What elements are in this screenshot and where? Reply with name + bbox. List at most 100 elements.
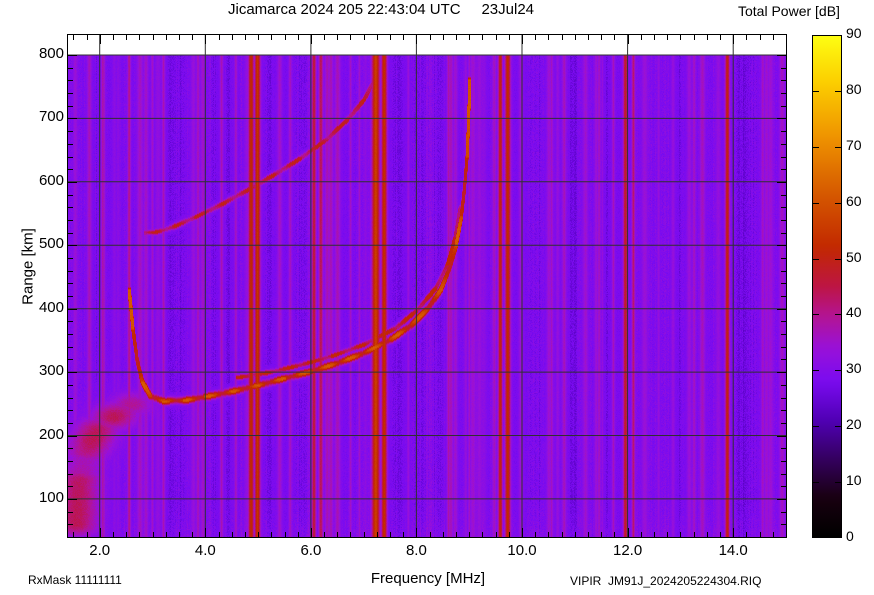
x-tick-minor [482,532,484,538]
x-tick-label: 12.0 [612,542,643,559]
colorbar-tick [835,258,842,260]
x-axis-title: Frequency [MHz] [370,570,486,587]
x-tick-minor [73,532,75,538]
colorbar-tick [812,482,819,484]
x-tick-minor-top [218,34,220,40]
x-tick-minor [297,532,299,538]
x-tick-minor-top [376,34,378,40]
y-tick-minor-right [781,257,787,259]
y-tick-minor [67,359,73,361]
y-tick-minor-right [781,270,787,272]
x-tick-minor [86,532,88,538]
y-tick-minor-right [781,537,787,538]
colorbar-tick-label: 90 [846,25,862,41]
y-tick-major [67,308,77,310]
colorbar-tick-label: 30 [846,360,862,377]
y-tick-major-right [777,372,787,374]
x-tick-minor [192,532,194,538]
y-tick-minor [67,321,73,323]
x-tick-minor-top [86,34,88,40]
x-tick-major-top [522,34,523,44]
x-tick-minor [271,532,273,538]
y-tick-major [67,372,77,374]
x-tick-minor-top [759,34,761,40]
x-tick-minor [601,532,603,538]
x-tick-minor-top [178,34,180,40]
x-tick-major-top [627,34,629,44]
x-tick-minor [350,532,352,538]
y-tick-major-right [777,118,787,120]
ionogram-heatmap [68,55,786,537]
y-tick-minor [67,207,73,209]
x-tick-major [627,528,629,538]
y-tick-minor [67,473,73,475]
x-tick-major [205,528,207,538]
x-tick-minor-top [456,34,457,40]
y-tick-label: 500 [38,235,64,253]
x-tick-label: 8.0 [405,542,427,559]
y-tick-minor-right [781,67,787,69]
x-tick-minor [442,532,444,538]
y-tick-minor [67,156,73,158]
y-tick-minor [67,334,73,336]
x-tick-minor-top [588,34,589,40]
x-tick-major [733,528,735,538]
colorbar-tick [812,314,819,316]
x-tick-minor [548,532,550,538]
x-tick-minor-top [508,34,510,40]
x-tick-minor-top [654,34,655,40]
colorbar-tick [812,146,819,148]
y-tick-label: 800 [38,45,64,62]
x-tick-minor [772,532,774,538]
x-tick-minor [561,532,563,538]
y-tick-minor [67,131,73,133]
x-tick-minor [508,532,510,538]
x-tick-minor [495,532,497,538]
colorbar-tick [812,90,819,92]
x-tick-minor-top [152,34,154,40]
x-tick-minor-top [165,34,167,40]
y-tick-major-right [777,55,787,56]
y-tick-major [67,245,77,247]
y-tick-minor [67,257,73,259]
x-tick-minor [258,532,260,538]
colorbar-tick-label: 20 [846,416,862,433]
y-tick-minor [67,448,73,450]
file-info-label: VIPIR JM91J_2024205224304.RIQ [570,574,762,588]
x-tick-minor [693,532,695,538]
y-tick-major-right [777,435,787,437]
y-tick-minor [67,194,73,196]
y-tick-minor-right [781,80,787,82]
x-tick-minor-top [614,34,616,40]
x-tick-minor-top [403,34,405,40]
y-tick-label: 400 [38,298,64,316]
y-axis-title: Range [km] [19,228,37,305]
x-tick-minor-top [337,34,339,40]
y-tick-minor [67,296,73,297]
y-tick-minor-right [781,473,787,475]
x-tick-minor [218,532,220,538]
colorbar-tick [812,202,819,204]
x-tick-minor-top [482,34,484,40]
colorbar-frame [812,35,842,538]
x-tick-minor [759,532,761,538]
y-tick-minor-right [781,524,787,526]
colorbar-tick-label: 80 [846,80,862,97]
x-tick-label: 6.0 [300,542,322,559]
page-title: Jicamarca 2024 205 22:43:04 UTC 23Jul24 [228,1,535,18]
x-tick-minor-top [746,34,748,40]
y-tick-label: 700 [38,108,64,126]
colorbar-tick [835,482,842,484]
y-tick-label: 100 [38,488,64,506]
x-tick-major [522,528,523,538]
x-tick-minor [112,532,114,538]
x-tick-label: 4.0 [194,542,216,559]
x-tick-minor [429,532,431,538]
x-tick-minor [640,532,642,538]
x-tick-minor-top [390,34,391,40]
x-tick-minor [746,532,748,538]
x-tick-minor [363,532,365,538]
colorbar-tick [812,370,819,372]
colorbar-tick-label: 40 [846,304,862,321]
x-tick-major [310,528,312,538]
